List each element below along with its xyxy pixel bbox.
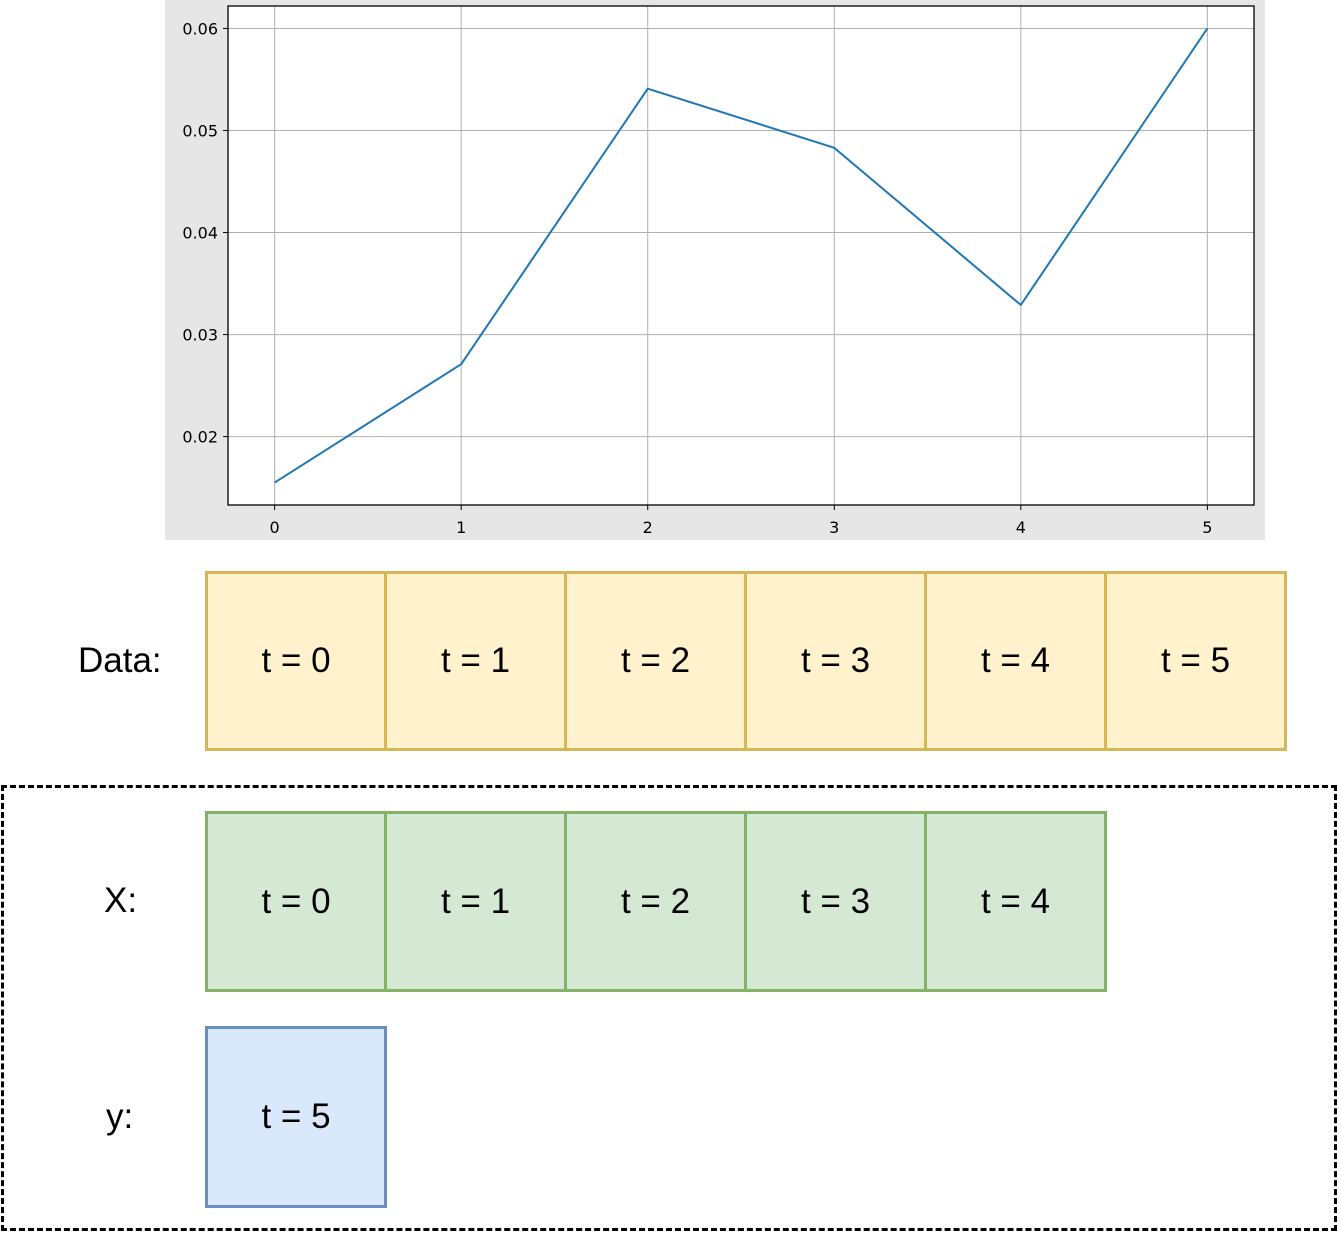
data-cell-t0: t = 0 <box>205 571 387 751</box>
x-tick-label-0: 0 <box>270 518 280 537</box>
x-cell-t1: t = 1 <box>384 811 567 992</box>
x-tick-label-5: 5 <box>1202 518 1212 537</box>
x-cell-t2: t = 2 <box>564 811 747 992</box>
plot-frame <box>227 5 1255 506</box>
x-tick-label-3: 3 <box>829 518 839 537</box>
data-row-label: Data: <box>78 641 162 680</box>
train-split-box <box>1 785 1337 1231</box>
series-line-0 <box>274 27 1209 484</box>
x-tick-label-1: 1 <box>456 518 466 537</box>
y-tick-label-4: 0.06 <box>182 19 218 38</box>
x-tick-label-4: 4 <box>1016 518 1026 537</box>
y-tick-label-3: 0.05 <box>182 121 218 140</box>
x-cell-t3: t = 3 <box>744 811 927 992</box>
data-cell-t1: t = 1 <box>384 571 567 751</box>
y-tick-label-2: 0.04 <box>182 224 218 243</box>
y-tick-label-1: 0.03 <box>182 326 218 345</box>
x-row-label: X: <box>104 881 138 920</box>
line-chart-svg: 0 1 2 3 4 5 0.02 0.03 0.04 0.05 0.06 <box>182 5 1255 537</box>
plot-area <box>228 6 1254 505</box>
y-cell-t5: t = 5 <box>205 1026 387 1208</box>
x-tick-label-2: 2 <box>643 518 653 537</box>
data-cell-t2: t = 2 <box>564 571 747 751</box>
x-cell-t4: t = 4 <box>924 811 1107 992</box>
data-cell-t3: t = 3 <box>744 571 927 751</box>
time-series-chart: 0 1 2 3 4 5 0.02 0.03 0.04 0.05 0.06 <box>165 0 1265 540</box>
x-cell-t0: t = 0 <box>205 811 387 992</box>
data-cell-t5: t = 5 <box>1104 571 1287 751</box>
y-tick-label-0: 0.02 <box>182 428 218 447</box>
data-cell-t4: t = 4 <box>924 571 1107 751</box>
y-row-label: y: <box>106 1097 134 1136</box>
